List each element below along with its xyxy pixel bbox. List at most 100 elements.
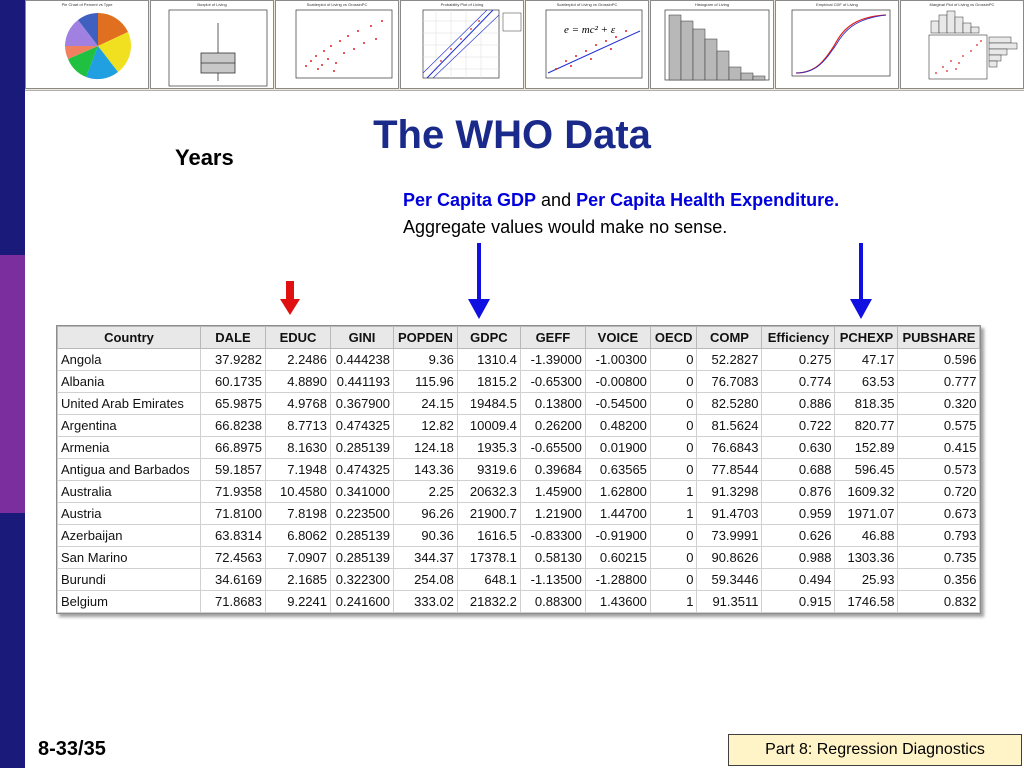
value-cell[interactable]: 0.60215 xyxy=(584,546,651,569)
value-cell[interactable]: 12.82 xyxy=(393,414,458,437)
value-cell[interactable]: 34.6169 xyxy=(200,568,266,591)
value-cell[interactable]: 6.8062 xyxy=(265,524,331,547)
value-cell[interactable]: 7.0907 xyxy=(265,546,331,569)
value-cell[interactable]: 0.959 xyxy=(761,502,836,525)
value-cell[interactable]: 0.26200 xyxy=(519,414,586,437)
value-cell[interactable]: 8.1630 xyxy=(265,436,331,459)
value-cell[interactable]: 82.5280 xyxy=(696,392,763,415)
col-header-dale[interactable]: DALE xyxy=(200,326,266,349)
value-cell[interactable]: 0.573 xyxy=(897,458,981,481)
country-cell[interactable]: Burundi xyxy=(57,568,201,591)
value-cell[interactable]: 0.688 xyxy=(761,458,836,481)
country-cell[interactable]: Angola xyxy=(57,348,201,371)
value-cell[interactable]: 21900.7 xyxy=(456,502,521,525)
value-cell[interactable]: 0.320 xyxy=(897,392,981,415)
value-cell[interactable]: 0.494 xyxy=(761,568,836,591)
value-cell[interactable]: 65.9875 xyxy=(200,392,266,415)
value-cell[interactable]: 66.8238 xyxy=(200,414,266,437)
value-cell[interactable]: 0 xyxy=(649,414,698,437)
value-cell[interactable]: 52.2827 xyxy=(696,348,763,371)
value-cell[interactable]: 0 xyxy=(649,458,698,481)
value-cell[interactable]: 91.3511 xyxy=(696,590,763,613)
value-cell[interactable]: 19484.5 xyxy=(456,392,521,415)
value-cell[interactable]: 9.2241 xyxy=(265,590,331,613)
value-cell[interactable]: 333.02 xyxy=(393,590,458,613)
value-cell[interactable]: 0.832 xyxy=(897,590,981,613)
value-cell[interactable]: 72.4563 xyxy=(200,546,266,569)
value-cell[interactable]: 0.48200 xyxy=(584,414,651,437)
col-header-geff[interactable]: GEFF xyxy=(519,326,586,349)
value-cell[interactable]: 818.35 xyxy=(834,392,899,415)
col-header-gdpc[interactable]: GDPC xyxy=(456,326,521,349)
value-cell[interactable]: 0.793 xyxy=(897,524,981,547)
value-cell[interactable]: 25.93 xyxy=(834,568,899,591)
value-cell[interactable]: 10009.4 xyxy=(456,414,521,437)
value-cell[interactable]: 9.36 xyxy=(393,348,458,371)
value-cell[interactable]: 0.735 xyxy=(897,546,981,569)
country-cell[interactable]: Belgium xyxy=(57,590,201,613)
value-cell[interactable]: 1609.32 xyxy=(834,480,899,503)
value-cell[interactable]: 115.96 xyxy=(393,370,458,393)
value-cell[interactable]: 0 xyxy=(649,546,698,569)
value-cell[interactable]: 0.285139 xyxy=(330,524,394,547)
value-cell[interactable]: 0 xyxy=(649,436,698,459)
value-cell[interactable]: 0.13800 xyxy=(519,392,586,415)
col-header-gini[interactable]: GINI xyxy=(330,326,394,349)
value-cell[interactable]: 596.45 xyxy=(834,458,899,481)
value-cell[interactable]: 60.1735 xyxy=(200,370,266,393)
value-cell[interactable]: 0.722 xyxy=(761,414,836,437)
value-cell[interactable]: 0 xyxy=(649,348,698,371)
value-cell[interactable]: 90.36 xyxy=(393,524,458,547)
col-header-pchexp[interactable]: PCHEXP xyxy=(834,326,899,349)
value-cell[interactable]: 1746.58 xyxy=(834,590,899,613)
country-cell[interactable]: San Marino xyxy=(57,546,201,569)
value-cell[interactable]: 0.39684 xyxy=(519,458,586,481)
value-cell[interactable]: 0.626 xyxy=(761,524,836,547)
value-cell[interactable]: 0.341000 xyxy=(330,480,394,503)
country-cell[interactable]: Antigua and Barbados xyxy=(57,458,201,481)
value-cell[interactable]: 1935.3 xyxy=(456,436,521,459)
value-cell[interactable]: -0.00800 xyxy=(584,370,651,393)
value-cell[interactable]: 0.876 xyxy=(761,480,836,503)
country-cell[interactable]: United Arab Emirates xyxy=(57,392,201,415)
value-cell[interactable]: 1 xyxy=(649,480,698,503)
value-cell[interactable]: 0.575 xyxy=(897,414,981,437)
value-cell[interactable]: 0.367900 xyxy=(330,392,394,415)
value-cell[interactable]: 37.9282 xyxy=(200,348,266,371)
country-cell[interactable]: Albania xyxy=(57,370,201,393)
value-cell[interactable]: 0.285139 xyxy=(330,546,394,569)
col-header-educ[interactable]: EDUC xyxy=(265,326,331,349)
value-cell[interactable]: 1.21900 xyxy=(519,502,586,525)
value-cell[interactable]: 1310.4 xyxy=(456,348,521,371)
value-cell[interactable]: 91.3298 xyxy=(696,480,763,503)
value-cell[interactable]: 8.7713 xyxy=(265,414,331,437)
value-cell[interactable]: 2.1685 xyxy=(265,568,331,591)
col-header-comp[interactable]: COMP xyxy=(696,326,763,349)
value-cell[interactable]: 0.474325 xyxy=(330,414,394,437)
value-cell[interactable]: 0.441193 xyxy=(330,370,394,393)
value-cell[interactable]: 254.08 xyxy=(393,568,458,591)
value-cell[interactable]: 1616.5 xyxy=(456,524,521,547)
value-cell[interactable]: 9319.6 xyxy=(456,458,521,481)
value-cell[interactable]: 59.3446 xyxy=(696,568,763,591)
value-cell[interactable]: -0.65500 xyxy=(519,436,586,459)
col-header-voice[interactable]: VOICE xyxy=(584,326,651,349)
value-cell[interactable]: 71.8100 xyxy=(200,502,266,525)
value-cell[interactable]: 0.285139 xyxy=(330,436,394,459)
value-cell[interactable]: 0.596 xyxy=(897,348,981,371)
col-header-efficiency[interactable]: Efficiency xyxy=(761,326,836,349)
value-cell[interactable]: -0.91900 xyxy=(584,524,651,547)
value-cell[interactable]: 0.988 xyxy=(761,546,836,569)
value-cell[interactable]: 0.241600 xyxy=(330,590,394,613)
value-cell[interactable]: 24.15 xyxy=(393,392,458,415)
value-cell[interactable]: 2.25 xyxy=(393,480,458,503)
value-cell[interactable]: 0.01900 xyxy=(584,436,651,459)
value-cell[interactable]: 17378.1 xyxy=(456,546,521,569)
value-cell[interactable]: 1 xyxy=(649,590,698,613)
value-cell[interactable]: 63.8314 xyxy=(200,524,266,547)
value-cell[interactable]: -0.65300 xyxy=(519,370,586,393)
value-cell[interactable]: -1.13500 xyxy=(519,568,586,591)
value-cell[interactable]: 0.58130 xyxy=(519,546,586,569)
value-cell[interactable]: 7.1948 xyxy=(265,458,331,481)
value-cell[interactable]: 0.88300 xyxy=(519,590,586,613)
